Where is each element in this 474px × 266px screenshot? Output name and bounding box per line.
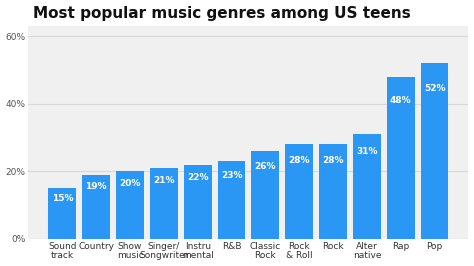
Text: 26%: 26% bbox=[255, 161, 276, 171]
Text: 20%: 20% bbox=[119, 180, 141, 188]
Text: 52%: 52% bbox=[424, 84, 445, 93]
Bar bbox=[184, 165, 211, 239]
Bar bbox=[150, 168, 178, 239]
Text: 21%: 21% bbox=[153, 176, 174, 185]
Bar bbox=[48, 188, 76, 239]
Bar bbox=[387, 77, 415, 239]
Bar bbox=[252, 151, 279, 239]
Bar bbox=[353, 134, 381, 239]
Text: 28%: 28% bbox=[289, 156, 310, 165]
Text: 28%: 28% bbox=[322, 156, 344, 165]
Bar bbox=[421, 63, 448, 239]
Bar bbox=[218, 161, 246, 239]
Bar bbox=[285, 144, 313, 239]
Text: 22%: 22% bbox=[187, 173, 209, 182]
Text: Most popular music genres among US teens: Most popular music genres among US teens bbox=[33, 6, 410, 20]
Text: 23%: 23% bbox=[221, 171, 242, 180]
Text: 19%: 19% bbox=[85, 182, 107, 192]
Text: 48%: 48% bbox=[390, 96, 411, 105]
Text: 31%: 31% bbox=[356, 147, 378, 156]
Text: 15%: 15% bbox=[52, 194, 73, 203]
Bar bbox=[319, 144, 347, 239]
Bar bbox=[116, 171, 144, 239]
Bar bbox=[82, 175, 110, 239]
